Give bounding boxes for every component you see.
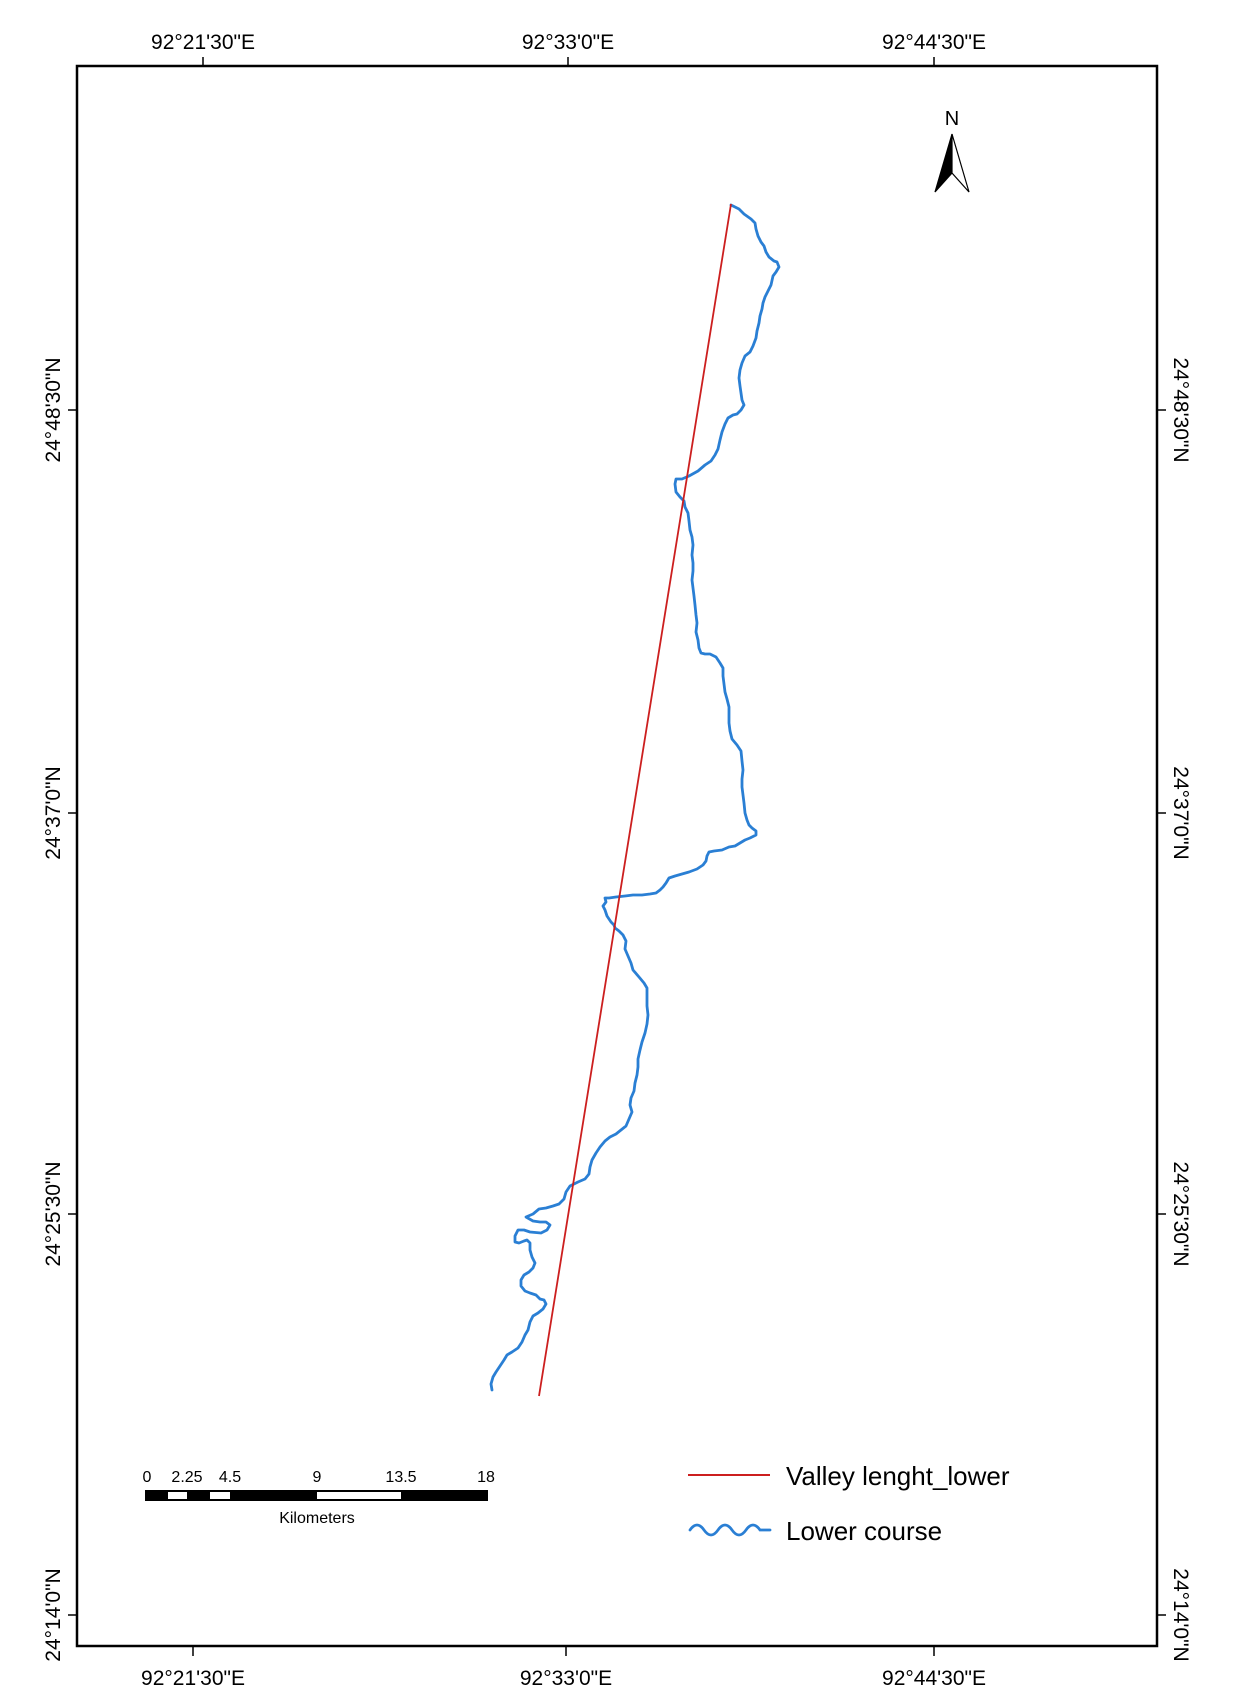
top-longitude-label: 92°44'30"E [882, 31, 986, 54]
scale-tick-label: 18 [477, 1469, 495, 1486]
legend-river-symbol [688, 1523, 772, 1537]
north-arrow-label: N [945, 108, 959, 130]
bottom-longitude-label: 92°21'30"E [141, 1667, 245, 1690]
right-latitude-label: 24°25'30"N [1169, 1161, 1192, 1266]
north-arrow-icon: N [934, 108, 970, 193]
scale-unit-label: Kilometers [279, 1510, 355, 1527]
legend-valley-label: Valley lenght_lower [786, 1461, 1010, 1491]
legend: Valley lenght_lower Lower course [688, 1461, 1010, 1546]
scale-tick-label: 2.25 [171, 1469, 202, 1486]
valley-length-line [538, 203, 732, 1397]
right-latitude-label: 24°48'30"N [1169, 357, 1192, 462]
bottom-longitude-label: 92°33'0"E [520, 1667, 612, 1690]
right-latitude-label: 24°37'0"N [1169, 766, 1192, 859]
right-latitude-label: 24°14'0"N [1169, 1568, 1192, 1661]
left-latitude-label: 24°25'30"N [42, 1161, 65, 1266]
top-longitude-label: 92°33'0"E [522, 31, 614, 54]
graticule-ticks [68, 57, 1166, 1656]
scale-tick-label: 13.5 [385, 1469, 416, 1486]
scale-bar: 0 2.25 4.5 9 13.5 18 Kilometers [143, 1469, 495, 1527]
map-frame [75, 64, 1159, 1648]
scale-tick-label: 9 [313, 1469, 322, 1486]
left-latitude-label: 24°37'0"N [42, 766, 65, 859]
bottom-longitude-label: 92°44'30"E [882, 1667, 986, 1690]
scale-tick-label: 0 [143, 1469, 152, 1486]
lower-course-river [489, 203, 781, 1392]
left-latitude-label: 24°48'30"N [42, 357, 65, 462]
legend-river-label: Lower course [786, 1516, 942, 1546]
scale-tick-label: 4.5 [219, 1469, 241, 1486]
left-latitude-label: 24°14'0"N [42, 1568, 65, 1661]
top-longitude-label: 92°21'30"E [151, 31, 255, 54]
